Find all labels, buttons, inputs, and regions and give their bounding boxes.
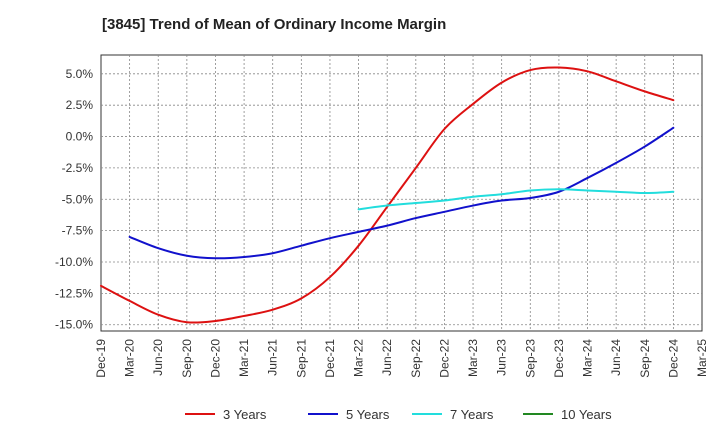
- x-tick-label: Mar-21: [237, 339, 251, 377]
- x-tick-label: Dec-20: [208, 339, 222, 378]
- x-tick-label: Sep-21: [294, 339, 308, 378]
- x-tick-label: Sep-24: [638, 339, 652, 378]
- series-line-5-years: [128, 126, 675, 260]
- x-tick-label: Jun-23: [495, 339, 509, 376]
- legend-label-5-years: 5 Years: [346, 407, 390, 422]
- legend: 3 Years 5 Years 7 Years 10 Years: [185, 407, 612, 422]
- series-line-7-years: [357, 188, 675, 211]
- y-tick-label: -15.0%: [55, 318, 93, 332]
- x-tick-label: Dec-21: [323, 339, 337, 378]
- x-tick-label: Jun-21: [266, 339, 280, 376]
- y-tick-label: -12.5%: [55, 286, 93, 300]
- x-tick-label: Mar-25: [695, 339, 709, 377]
- x-tick-label: Jun-20: [151, 339, 165, 376]
- series-lines: [100, 66, 675, 324]
- y-tick-label: -7.5%: [62, 224, 94, 238]
- y-tick-label: 2.5%: [66, 98, 94, 112]
- y-tick-label: -2.5%: [62, 161, 94, 175]
- axes: 5.0% 2.5% 0.0% -2.5% -5.0% -7.5% -10.0% -12.5% -…: [55, 67, 709, 378]
- x-tick-label: Dec-22: [437, 339, 451, 378]
- series-line-3-years: [100, 66, 675, 324]
- y-tick-label: -10.0%: [55, 255, 93, 269]
- y-tick-label: 0.0%: [66, 130, 94, 144]
- x-tick-label: Mar-23: [466, 339, 480, 377]
- x-tick-label: Sep-20: [180, 339, 194, 378]
- x-tick-label: Dec-19: [94, 339, 108, 378]
- x-tick-label: Mar-24: [581, 339, 595, 377]
- grid: [100, 54, 703, 332]
- x-tick-label: Mar-22: [352, 339, 366, 377]
- y-tick-label: 5.0%: [66, 67, 94, 81]
- legend-label-10-years: 10 Years: [561, 407, 612, 422]
- x-tick-label: Dec-23: [552, 339, 566, 378]
- legend-label-7-years: 7 Years: [450, 407, 494, 422]
- x-tick-label: Jun-24: [609, 339, 623, 376]
- legend-label-3-years: 3 Years: [223, 407, 267, 422]
- y-tick-label: -5.0%: [62, 192, 94, 206]
- x-tick-label: Sep-22: [409, 339, 423, 378]
- x-tick-label: Sep-23: [523, 339, 537, 378]
- plot-frame: [100, 54, 703, 332]
- chart-title: [3845] Trend of Mean of Ordinary Income …: [102, 16, 447, 33]
- x-tick-label: Jun-22: [380, 339, 394, 376]
- x-tick-label: Mar-20: [123, 339, 137, 377]
- x-tick-label: Dec-24: [666, 339, 680, 378]
